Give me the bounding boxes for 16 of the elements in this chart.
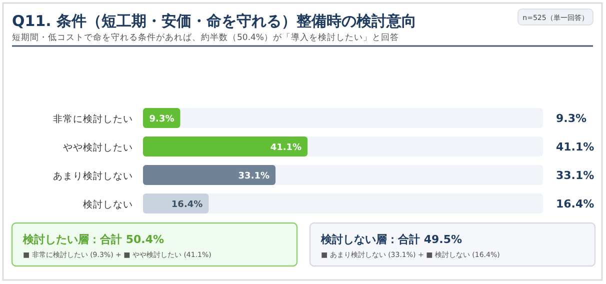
- annotation: 検討したい層：合計 50.4%: [23, 233, 164, 246]
- category: 非常に検討したい: [53, 114, 133, 125]
- data-label: 33.1%: [238, 172, 270, 182]
- data-label: 16.4%: [556, 198, 594, 210]
- title: Q11. 条件（短工期・安価・命を守れる）整備時の検討意向: [12, 12, 417, 30]
- data-label: 33.1%: [556, 169, 594, 182]
- annotation: 検討しない層：合計 49.5%: [321, 233, 462, 246]
- data-label: 9.3%: [556, 112, 587, 125]
- data-label: 41.1%: [270, 143, 302, 153]
- category: 検討しない: [83, 200, 133, 210]
- category: あまり検討しない: [53, 171, 133, 182]
- subtitle: 短期間・低コストで命を守れる条件があれば、約半数（50.4%）が「導入を検討したい」と回答: [12, 33, 400, 43]
- data-label: 9.3%: [149, 114, 174, 124]
- category: やや検討したい: [63, 142, 133, 154]
- data-label: 41.1%: [556, 140, 594, 154]
- data-label: 16.4%: [171, 200, 203, 210]
